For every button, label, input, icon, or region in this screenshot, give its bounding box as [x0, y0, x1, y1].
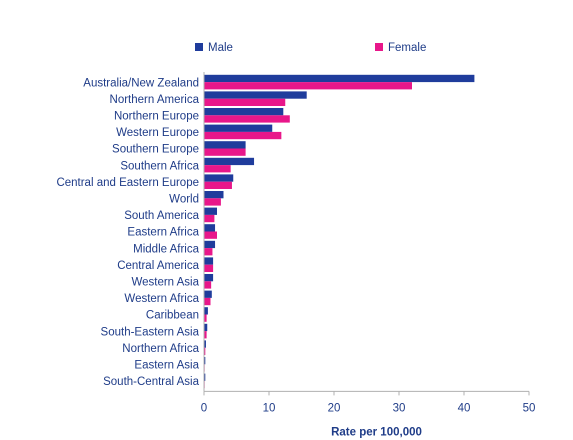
bar-male-caribbean	[204, 307, 208, 315]
x-tick-label-40: 40	[458, 402, 471, 414]
category-label-south-eastern-asia: South-Eastern Asia	[101, 326, 200, 338]
category-label-australia-new-zealand: Australia/New Zealand	[83, 77, 199, 89]
category-label-eastern-africa: Eastern Africa	[127, 227, 199, 239]
legend-label-male: Male	[208, 42, 233, 54]
bar-male-southern-europe	[204, 141, 246, 149]
legend-label-female: Female	[388, 42, 426, 54]
bar-female-caribbean	[204, 314, 207, 322]
bar-female-northern-africa	[204, 347, 206, 355]
category-label-middle-africa: Middle Africa	[133, 243, 199, 255]
bar-male-australia-new-zealand	[204, 74, 475, 83]
bar-male-south-eastern-asia	[204, 323, 208, 332]
bar-male-world	[204, 191, 224, 199]
category-label-south-america: South America	[124, 210, 199, 222]
bar-male-northern-europe	[204, 108, 284, 116]
bar-female-southern-europe	[204, 148, 246, 156]
bar-female-eastern-africa	[204, 231, 217, 239]
bar-female-middle-africa	[204, 248, 213, 256]
bar-male-central-and-eastern-europe	[204, 174, 234, 182]
bar-male-central-america	[204, 257, 214, 265]
bar-male-eastern-asia	[204, 357, 206, 365]
bar-male-northern-africa	[204, 340, 206, 348]
bar-male-western-asia	[204, 274, 214, 282]
category-label-central-and-eastern-europe: Central and Eastern Europe	[56, 177, 199, 189]
bar-female-south-eastern-asia	[204, 331, 207, 339]
bar-female-world	[204, 198, 221, 206]
x-tick-label-30: 30	[393, 402, 406, 414]
bar-male-southern-africa	[204, 157, 255, 166]
legend: Male Female	[195, 42, 426, 54]
legend-swatch-male	[195, 43, 203, 51]
category-labels: Australia/New Zealand Northern America Nor…	[56, 77, 199, 388]
bar-male-northern-america	[204, 91, 307, 99]
category-label-western-europe: Western Europe	[116, 127, 199, 139]
category-label-northern-europe: Northern Europe	[114, 111, 199, 123]
x-tick-label-0: 0	[201, 402, 207, 414]
x-axis-title: Rate per 100,000	[331, 426, 422, 438]
category-label-southern-africa: Southern Africa	[120, 160, 199, 172]
bar-female-southern-africa	[204, 165, 231, 173]
bar-female-central-america	[204, 264, 214, 272]
bars-group	[204, 74, 475, 389]
x-axis-ticks: 0 10 20 30 40 50	[201, 391, 536, 414]
category-label-eastern-asia: Eastern Asia	[134, 360, 199, 372]
x-tick-label-20: 20	[328, 402, 341, 414]
category-label-northern-america: Northern America	[110, 94, 200, 106]
category-label-western-asia: Western Asia	[131, 277, 199, 289]
category-label-central-america: Central America	[117, 260, 199, 272]
bar-male-south-central-asia	[204, 373, 206, 381]
x-tick-label-50: 50	[523, 402, 536, 414]
bar-female-western-asia	[204, 281, 212, 289]
bar-male-south-america	[204, 207, 217, 215]
bar-female-australia-new-zealand	[204, 82, 412, 90]
bar-male-middle-africa	[204, 240, 216, 249]
bar-female-south-america	[204, 214, 215, 223]
x-tick-label-10: 10	[263, 402, 276, 414]
bar-male-western-europe	[204, 124, 273, 132]
category-label-southern-europe: Southern Europe	[112, 144, 199, 156]
bar-female-western-europe	[204, 131, 282, 140]
legend-swatch-female	[375, 43, 383, 51]
bar-female-northern-europe	[204, 115, 290, 123]
category-label-western-africa: Western Africa	[124, 293, 199, 305]
category-label-world: World	[169, 194, 199, 206]
category-label-caribbean: Caribbean	[146, 310, 199, 322]
bar-female-northern-america	[204, 98, 286, 106]
bar-female-central-and-eastern-europe	[204, 181, 232, 189]
category-label-northern-africa: Northern Africa	[122, 343, 199, 355]
bar-male-eastern-africa	[204, 224, 216, 232]
category-label-south-central-asia: South-Central Asia	[103, 376, 199, 388]
bar-male-western-africa	[204, 290, 212, 298]
bar-female-western-africa	[204, 297, 211, 306]
